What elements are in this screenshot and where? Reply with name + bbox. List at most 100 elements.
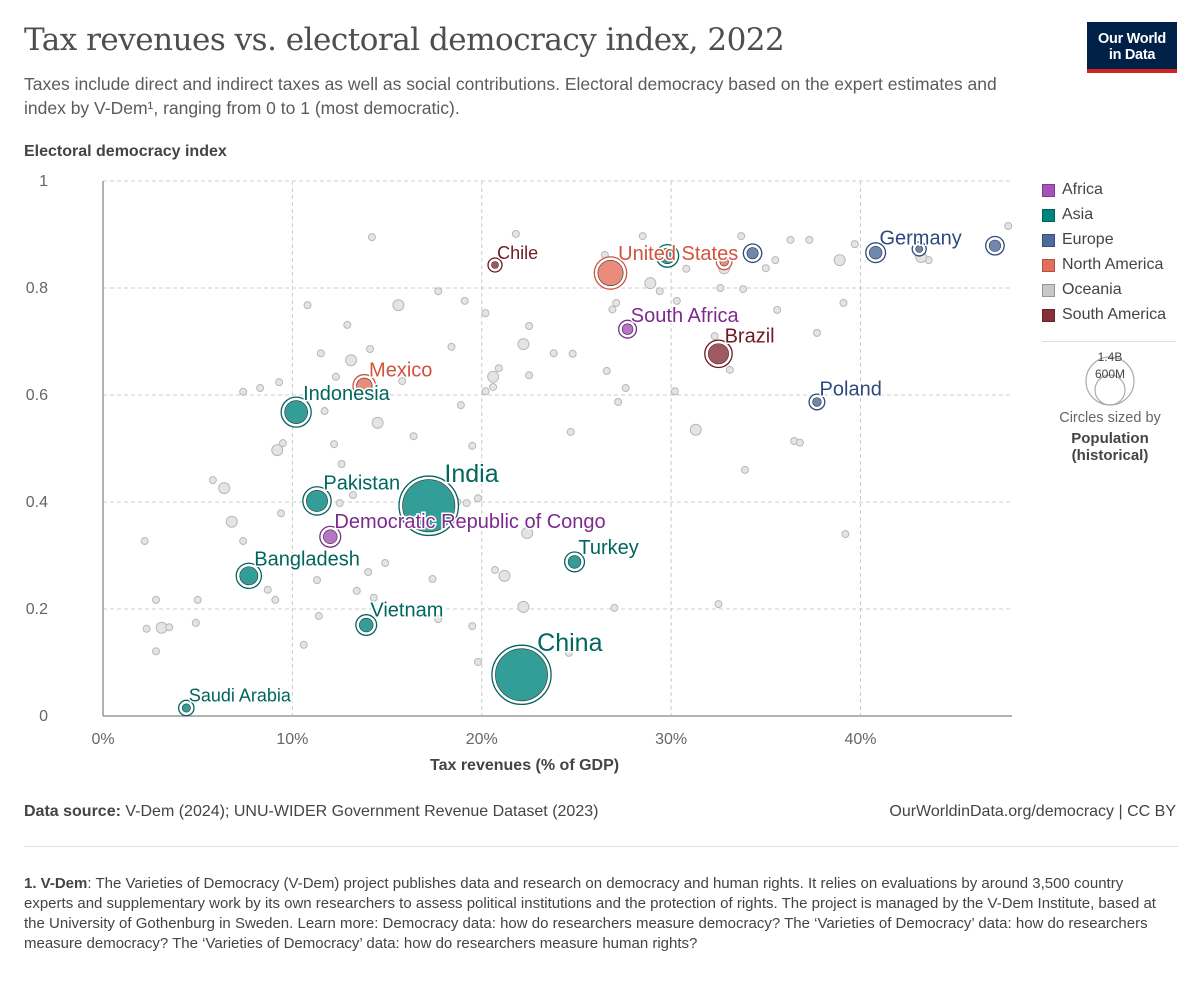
data-point-background bbox=[517, 338, 530, 351]
data-label-bangladesh: Bangladesh bbox=[254, 549, 360, 571]
data-point-background bbox=[491, 565, 500, 574]
data-point-background bbox=[740, 465, 749, 474]
data-point-background bbox=[481, 309, 490, 318]
data-point-background bbox=[225, 515, 238, 528]
data-point-background bbox=[140, 537, 149, 546]
data-point-poland bbox=[812, 397, 822, 407]
legend-swatch bbox=[1042, 308, 1055, 322]
data-point-background bbox=[481, 387, 490, 396]
legend-label: Africa bbox=[1062, 181, 1103, 198]
data-label-turkey: Turkey bbox=[578, 537, 638, 559]
data-point-background bbox=[716, 284, 725, 292]
data-point-background bbox=[152, 595, 161, 604]
data-point-background bbox=[428, 575, 437, 584]
data-point bbox=[659, 247, 676, 264]
data-point-brazil bbox=[707, 343, 729, 365]
data-point-background bbox=[568, 349, 577, 358]
legend-item-oceania[interactable]: Oceania bbox=[1042, 281, 1122, 299]
license-link[interactable]: OurWorldinData.org/democracy | CC BY bbox=[889, 803, 1176, 820]
legend-swatch bbox=[1042, 258, 1055, 272]
data-point-background bbox=[208, 476, 217, 485]
data-point-background bbox=[795, 438, 804, 447]
data-point-background bbox=[566, 427, 575, 436]
data-point-background bbox=[761, 264, 770, 273]
data-point-background bbox=[191, 618, 200, 627]
data-label-democratic-republic-of-congo: Democratic Republic of Congo bbox=[334, 511, 605, 533]
data-point-background bbox=[352, 586, 361, 595]
data-point-background bbox=[608, 305, 617, 314]
data-point-background bbox=[725, 365, 734, 374]
data-label-brazil: Brazil bbox=[725, 326, 775, 348]
data-point-background bbox=[263, 585, 272, 594]
y-tick-label: 0.6 bbox=[26, 387, 48, 404]
data-point-background bbox=[525, 371, 534, 380]
x-tick-label: 20% bbox=[466, 731, 498, 748]
data-point-background bbox=[773, 305, 782, 314]
data-point-background bbox=[271, 444, 284, 457]
legend-item-south-america[interactable]: South America bbox=[1042, 306, 1166, 324]
legend-label: North America bbox=[1062, 256, 1164, 273]
data-point-background bbox=[682, 264, 691, 273]
source-text: V-Dem (2024); UNU-WIDER Government Reven… bbox=[125, 803, 599, 820]
data-point-background bbox=[343, 320, 352, 329]
x-tick-label: 10% bbox=[276, 731, 308, 748]
data-source: Data source: V-Dem (2024); UNU-WIDER Gov… bbox=[24, 803, 598, 821]
data-point-background bbox=[644, 277, 657, 290]
data-point-background bbox=[833, 254, 846, 267]
data-point bbox=[746, 247, 759, 260]
data-point-background bbox=[460, 296, 469, 305]
data-point-background bbox=[494, 364, 503, 373]
data-point-background bbox=[312, 576, 321, 585]
data-point-background bbox=[468, 441, 477, 450]
data-point-background bbox=[621, 384, 630, 393]
data-point-background bbox=[335, 499, 344, 508]
data-point-background bbox=[369, 593, 378, 602]
logo-line-1: Our World bbox=[1098, 31, 1166, 47]
chart-title: Tax revenues vs. electoral democracy ind… bbox=[24, 22, 785, 58]
data-point-background bbox=[612, 298, 621, 307]
data-point-background bbox=[771, 256, 780, 265]
data-point-background bbox=[670, 387, 679, 396]
data-point bbox=[719, 257, 729, 267]
data-label-pakistan: Pakistan bbox=[323, 472, 400, 494]
y-tick-label: 0.8 bbox=[26, 280, 48, 297]
data-label-indonesia: Indonesia bbox=[303, 383, 391, 405]
y-tick-label: 0 bbox=[39, 708, 48, 725]
data-point-background bbox=[218, 482, 231, 495]
data-point-background bbox=[714, 600, 723, 609]
legend-item-africa[interactable]: Africa bbox=[1042, 181, 1103, 199]
data-point-vietnam bbox=[359, 617, 374, 633]
owid-logo[interactable]: Our World in Data bbox=[1087, 22, 1177, 73]
legend-label: South America bbox=[1062, 306, 1167, 323]
legend-item-north-america[interactable]: North America bbox=[1042, 256, 1163, 274]
data-point-background bbox=[152, 647, 161, 656]
data-point-background bbox=[256, 384, 265, 393]
data-point-background bbox=[655, 287, 664, 296]
y-axis-label: Electoral democracy index bbox=[24, 143, 227, 160]
data-point-background bbox=[320, 407, 329, 416]
data-point-background bbox=[549, 349, 558, 358]
data-point-background bbox=[468, 622, 477, 631]
data-label-south-africa: South Africa bbox=[631, 305, 740, 327]
data-point-background bbox=[331, 372, 340, 381]
data-point-background bbox=[839, 298, 848, 307]
data-point-background bbox=[314, 611, 323, 620]
data-point-background bbox=[850, 240, 859, 249]
data-point-background bbox=[456, 401, 465, 410]
data-point-background bbox=[392, 299, 405, 312]
legend-item-europe[interactable]: Europe bbox=[1042, 231, 1114, 249]
data-point-background bbox=[602, 366, 611, 375]
data-point-background bbox=[1004, 221, 1013, 230]
data-point-background bbox=[345, 354, 358, 367]
data-point-background bbox=[277, 509, 286, 518]
data-point-background bbox=[739, 285, 748, 294]
source-label: Data source: bbox=[24, 803, 121, 820]
data-point-background bbox=[473, 494, 482, 503]
data-point-background bbox=[278, 439, 287, 448]
logo-line-2: in Data bbox=[1108, 47, 1156, 63]
size-legend-icon: 1.4B 600M bbox=[1085, 350, 1135, 406]
legend-item-asia[interactable]: Asia bbox=[1042, 206, 1093, 224]
data-point-background bbox=[275, 378, 284, 387]
data-point-background bbox=[462, 499, 471, 508]
